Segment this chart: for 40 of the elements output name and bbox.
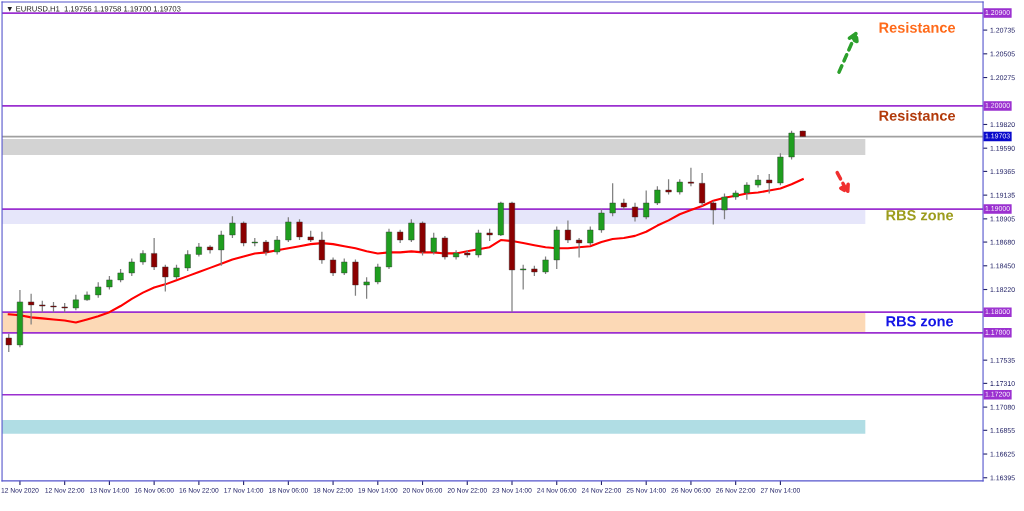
candlestick — [699, 172, 706, 207]
line-series — [7, 178, 804, 324]
candlestick — [632, 202, 639, 223]
candlestick — [184, 249, 191, 272]
candlestick — [240, 220, 247, 247]
candlestick — [766, 173, 773, 195]
candlestick — [710, 200, 717, 226]
band-label: RBS zone — [886, 210, 954, 221]
candlestick — [330, 256, 337, 277]
candlestick — [28, 293, 35, 326]
candlestick — [788, 130, 795, 161]
text: Resistance — [879, 110, 956, 121]
candlestick — [352, 258, 359, 297]
candlestick — [408, 218, 415, 243]
candlestick — [430, 232, 437, 256]
candlestick — [285, 216, 292, 243]
candlestick — [687, 167, 694, 187]
candlestick — [296, 218, 303, 241]
candlestick — [576, 237, 583, 259]
band-label: RBS zone — [886, 316, 954, 327]
candlestick — [318, 231, 325, 265]
candlestick — [229, 215, 236, 239]
candlestick — [5, 333, 12, 353]
candlestick — [151, 237, 158, 271]
candlestick — [643, 189, 650, 220]
candlestick — [564, 219, 571, 244]
candlestick — [363, 276, 370, 300]
candlestick — [654, 185, 661, 206]
candlestick — [609, 182, 616, 217]
candlestick — [162, 264, 169, 293]
text: Resistance — [879, 22, 956, 33]
candlestick — [475, 229, 482, 259]
candlestick — [598, 208, 605, 234]
candlestick — [374, 263, 381, 285]
candlestick — [520, 264, 527, 291]
candlestick — [218, 230, 225, 267]
candlestick — [274, 235, 281, 256]
candlestick — [721, 192, 728, 220]
candlestick — [441, 235, 448, 261]
candlestick — [587, 225, 594, 246]
